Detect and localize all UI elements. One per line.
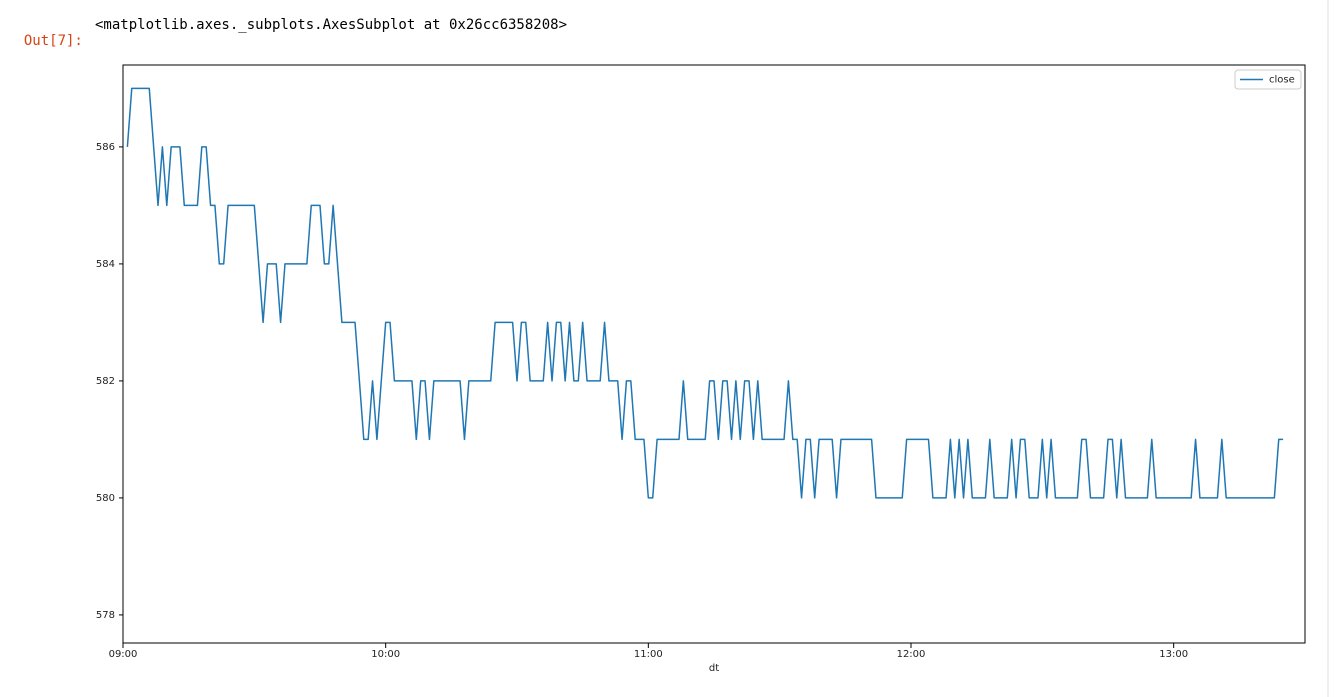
output-text: <matplotlib.axes._subplots.AxesSubplot a… (95, 17, 568, 33)
y-tick-label: 578 (96, 610, 115, 621)
y-tick-label: 584 (96, 259, 115, 270)
data-line (126, 87, 1284, 499)
x-tick-label: 13:00 (1159, 649, 1188, 660)
output-line: Out[7]: <matplotlib.axes._subplots.AxesS… (7, 17, 567, 65)
x-tick-label: 12:00 (897, 649, 926, 660)
x-axis-label: dt (709, 663, 719, 674)
y-tick-label: 586 (96, 142, 115, 153)
y-tick-label: 580 (96, 493, 115, 504)
x-tick-label: 11:00 (634, 649, 663, 660)
y-tick-label: 582 (96, 376, 115, 387)
x-tick-label: 09:00 (109, 649, 138, 660)
legend-label: close (1269, 75, 1295, 86)
axes-frame (122, 64, 1306, 644)
x-tick-label: 10:00 (371, 649, 400, 660)
out-prompt: Out[7]: (23, 33, 83, 49)
legend-box (1234, 69, 1302, 90)
